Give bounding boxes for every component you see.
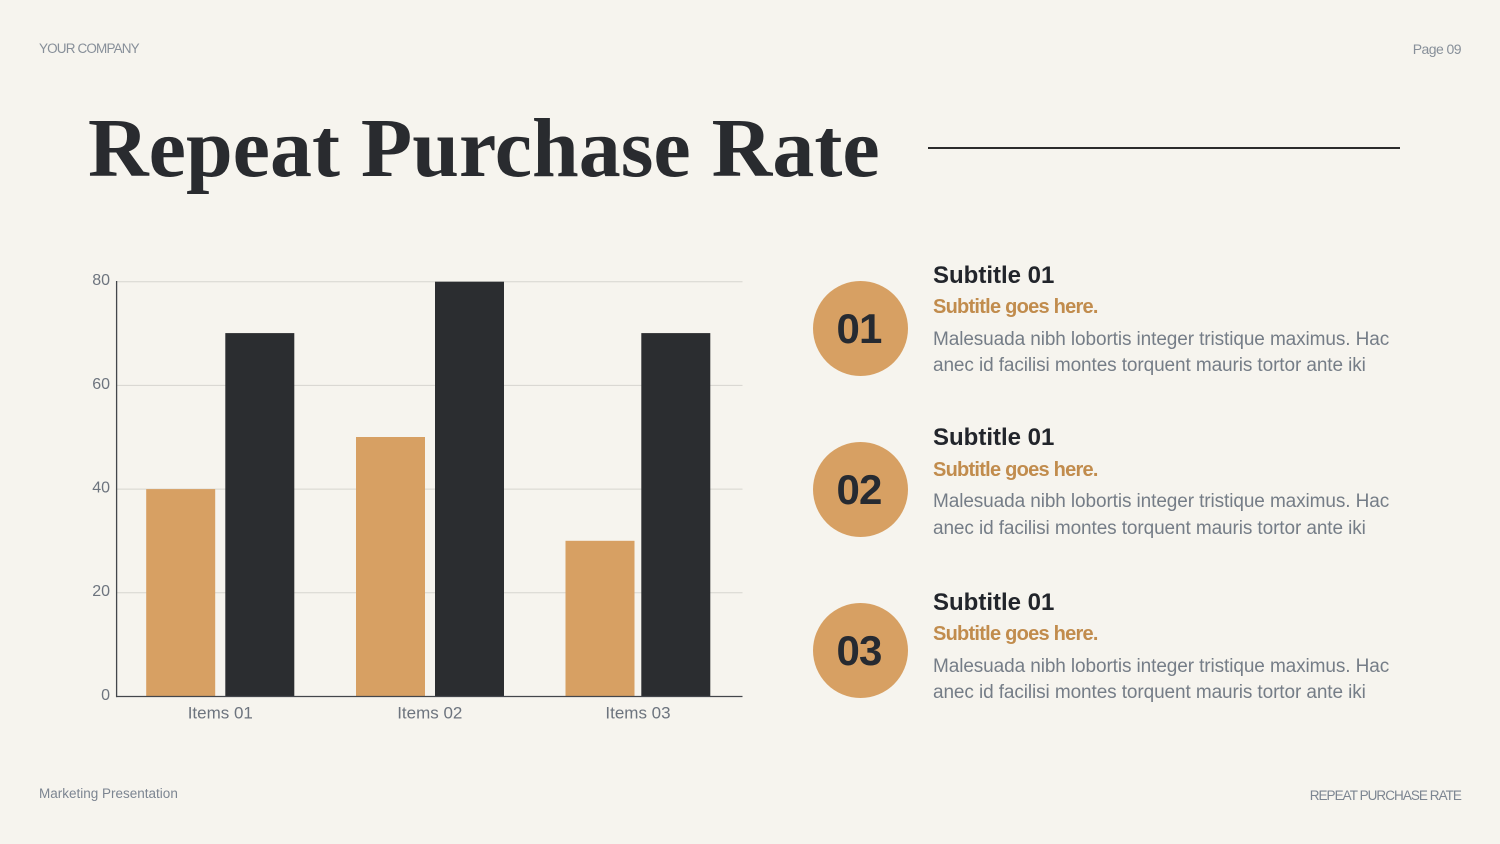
- svg-text:20: 20: [92, 583, 110, 600]
- svg-text:Items 03: Items 03: [605, 704, 670, 723]
- svg-text:0: 0: [101, 687, 110, 704]
- svg-text:80: 80: [92, 272, 110, 289]
- svg-text:40: 40: [92, 480, 110, 497]
- svg-text:Items 02: Items 02: [397, 704, 462, 723]
- svg-text:60: 60: [92, 376, 110, 393]
- svg-text:Items 01: Items 01: [188, 704, 253, 723]
